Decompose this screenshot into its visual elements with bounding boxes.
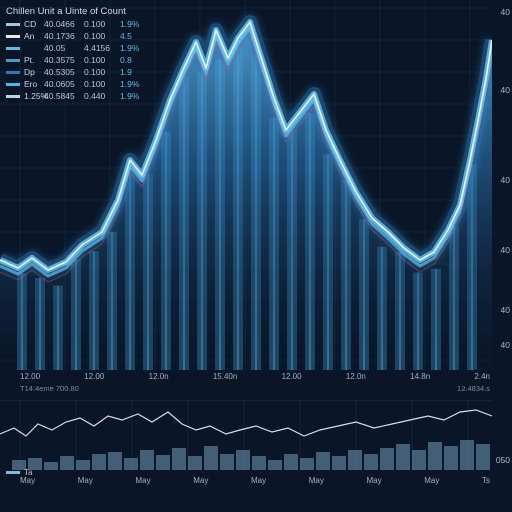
legend-val2: 0.100 <box>84 79 116 90</box>
x-tick-label: 12.0n <box>346 372 366 381</box>
legend-symbol: CD <box>24 19 40 30</box>
legend-val1: 40.5845 <box>44 91 80 102</box>
sub-y-axis: 050 <box>486 400 510 470</box>
legend-val2: 0.100 <box>84 67 116 78</box>
sub-oscillator-chart <box>0 400 492 470</box>
legend-symbol: An <box>24 31 40 42</box>
legend-row: CD 40.0466 0.100 1.9% <box>6 19 144 30</box>
legend-row: 1.25% 40.5845 0.440 1.9% <box>6 91 144 102</box>
legend-symbol: Ero <box>24 79 40 90</box>
legend-swatch <box>6 95 20 98</box>
legend-val3: 0.8 <box>120 55 144 66</box>
legend-val2: 0.440 <box>84 91 116 102</box>
legend-val1: 40.0466 <box>44 19 80 30</box>
x-tick-label: 12.00 <box>282 372 302 381</box>
sub-ytick: 050 <box>496 455 510 465</box>
y-tick: 40 <box>501 7 510 17</box>
legend-row: Ero 40.0605 0.100 1.9% <box>6 79 144 90</box>
y-tick: 40 <box>501 340 510 350</box>
legend-swatch <box>6 71 20 74</box>
legend-panel: Chillen Unit a Uinte of Count CD 40.0466 0… <box>6 6 144 103</box>
legend-swatch <box>6 83 20 86</box>
y-tick: 40 <box>501 305 510 315</box>
x-secondary-right: 12.4834.s <box>457 384 490 393</box>
x-tick-label: May <box>424 476 439 485</box>
x-axis-secondary: T14:4eme 700.80 12.4834.s <box>20 384 490 393</box>
legend-row: 40.05 4.4156 1.9% <box>6 43 144 54</box>
legend-val3: 4.5 <box>120 31 144 42</box>
y-tick: 40 <box>501 85 510 95</box>
x-tick-label: May <box>20 476 35 485</box>
legend-row: Pt. 40.3575 0.100 0.8 <box>6 55 144 66</box>
legend-val3: 1.9% <box>120 19 144 30</box>
x-tick-label: May <box>78 476 93 485</box>
y-tick: 40 <box>501 175 510 185</box>
legend-val2: 4.4156 <box>84 43 116 54</box>
y-axis-right: 40 40 40 40 40 40 <box>492 0 510 370</box>
legend-val1: 40.0605 <box>44 79 80 90</box>
x-tick-label: May <box>193 476 208 485</box>
legend-val1: 40.3575 <box>44 55 80 66</box>
legend-val3: 1.9 <box>120 67 144 78</box>
legend-row: An 40.1736 0.100 4.5 <box>6 31 144 42</box>
legend-val1: 40.1736 <box>44 31 80 42</box>
legend-val1: 40.5305 <box>44 67 80 78</box>
legend-swatch <box>6 23 20 26</box>
legend-val2: 0.100 <box>84 31 116 42</box>
legend-val2: 0.100 <box>84 19 116 30</box>
x-tick-label: May <box>251 476 266 485</box>
x-tick-label: May <box>136 476 151 485</box>
x-tick-label: 12.00 <box>20 372 40 381</box>
x-axis-date-labels: May May May May May May May May Ts <box>20 476 490 485</box>
x-tick-label: 14.8n <box>410 372 430 381</box>
legend-val3: 1.9% <box>120 79 144 90</box>
legend-val1: 40.05 <box>44 43 80 54</box>
x-secondary-left: T14:4eme 700.80 <box>20 384 79 393</box>
legend-swatch <box>6 47 20 50</box>
x-axis-time-labels: 12.00 12.00 12.0n 15.40n 12.00 12.0n 14.8n 2.4n <box>20 372 490 381</box>
x-tick-label: May <box>367 476 382 485</box>
legend-symbol: Dp <box>24 67 40 78</box>
legend-symbol: Pt. <box>24 55 40 66</box>
legend-swatch <box>6 35 20 38</box>
x-tick-label: 2.4n <box>474 372 490 381</box>
sub-swatch <box>6 471 20 474</box>
x-tick-label: 12.00 <box>84 372 104 381</box>
legend-val2: 0.100 <box>84 55 116 66</box>
legend-symbol: 1.25% <box>24 91 40 102</box>
x-tick-label: 12.0n <box>149 372 169 381</box>
legend-row: Dp 40.5305 0.100 1.9 <box>6 67 144 78</box>
legend-swatch <box>6 59 20 62</box>
legend-val3: 1.9% <box>120 43 144 54</box>
chart-title: Chillen Unit a Uinte of Count <box>6 6 144 17</box>
x-tick-label: May <box>309 476 324 485</box>
x-tick-label: 15.40n <box>213 372 237 381</box>
y-tick: 40 <box>501 245 510 255</box>
legend-val3: 1.9% <box>120 91 144 102</box>
x-tick-label: Ts <box>482 476 490 485</box>
